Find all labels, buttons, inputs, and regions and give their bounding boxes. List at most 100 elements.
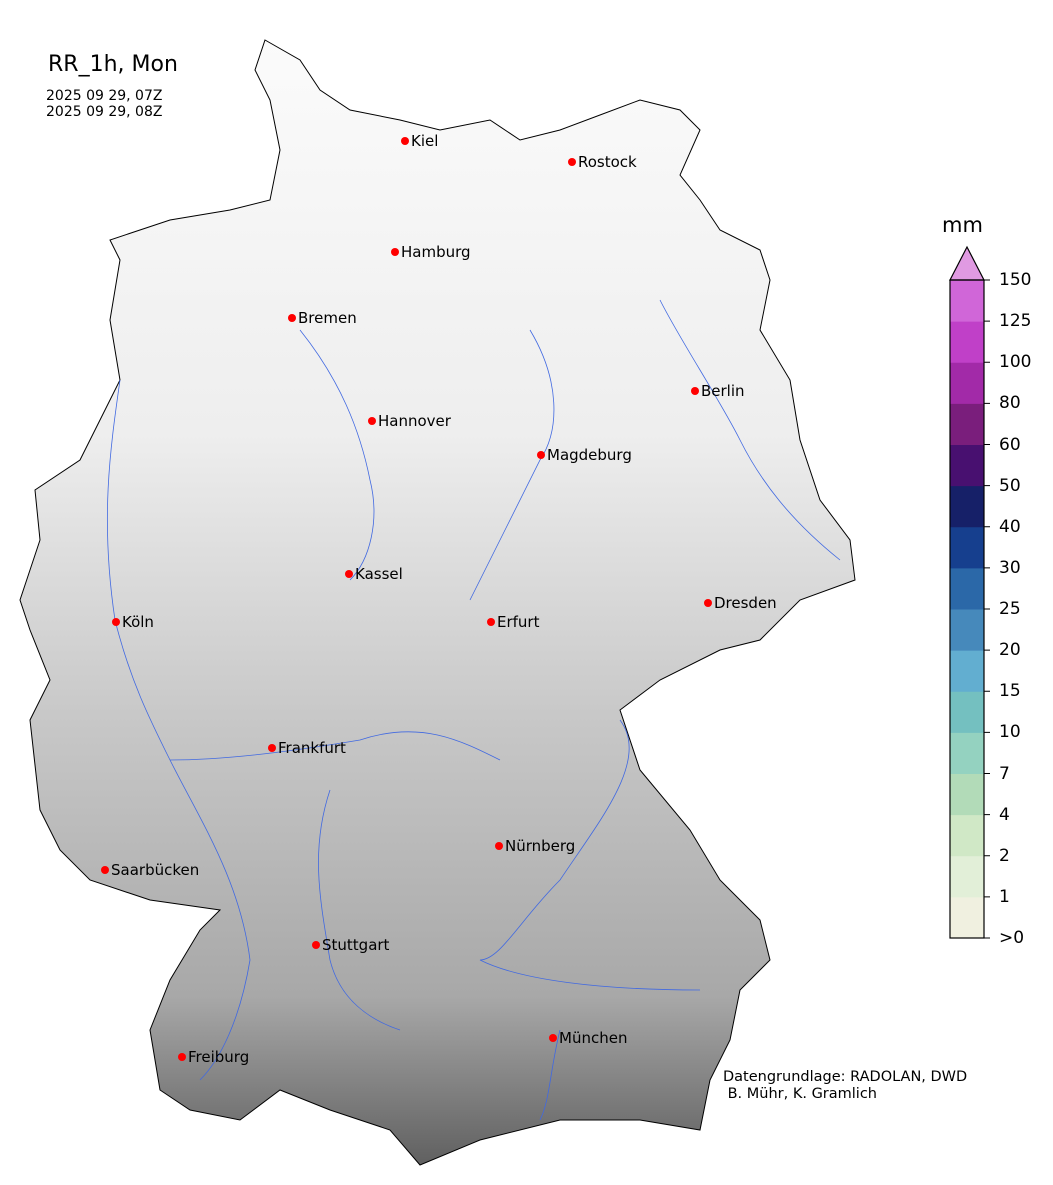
city-marker <box>312 941 320 949</box>
colorbar-tick-label: 4 <box>999 804 1010 825</box>
city-dresden: Dresden <box>704 594 777 612</box>
city-bremen: Bremen <box>288 309 357 327</box>
city-nürnberg: Nürnberg <box>495 837 575 855</box>
colorbar-tick-label: 100 <box>999 352 1032 373</box>
city-köln: Köln <box>112 613 154 631</box>
city-berlin: Berlin <box>691 382 745 400</box>
colorbar-segment <box>950 321 984 363</box>
city-marker <box>495 842 503 850</box>
river <box>479 719 701 991</box>
city-label: Nürnberg <box>505 837 575 855</box>
colorbar-tick-label: 1 <box>999 886 1010 907</box>
colorbar-tick-label: 2 <box>999 845 1010 866</box>
colorbar-segment <box>950 485 984 528</box>
city-marker <box>704 599 712 607</box>
city-freiburg: Freiburg <box>178 1048 249 1066</box>
city-marker <box>537 451 545 459</box>
city-kiel: Kiel <box>401 132 438 150</box>
city-rostock: Rostock <box>568 153 637 171</box>
colorbar-segment <box>950 280 984 322</box>
colorbar-segment <box>950 444 984 487</box>
colorbar-segment <box>950 567 984 610</box>
city-label: Frankfurt <box>278 739 346 757</box>
colorbar-segment <box>950 650 984 692</box>
colorbar-unit: mm <box>942 213 983 237</box>
city-münchen: München <box>549 1029 627 1047</box>
germany-outline <box>19 39 856 1166</box>
city-label: München <box>559 1029 627 1047</box>
city-marker <box>401 137 409 145</box>
colorbar-tick-label: 20 <box>999 640 1021 661</box>
colorbar-segment <box>950 403 984 445</box>
city-saarbücken: Saarbücken <box>101 861 199 879</box>
city-kassel: Kassel <box>345 565 403 583</box>
city-label: Freiburg <box>188 1048 249 1066</box>
city-label: Stuttgart <box>322 936 390 954</box>
city-hannover: Hannover <box>368 412 452 430</box>
colorbar-segment <box>950 691 984 733</box>
city-label: Saarbücken <box>111 861 199 879</box>
colorbar-segment <box>950 814 984 857</box>
colorbar-tick-label: >0 <box>999 928 1025 948</box>
city-marker <box>391 248 399 256</box>
river <box>539 1029 561 1121</box>
city-marker <box>368 417 376 425</box>
city-label: Kiel <box>411 132 438 150</box>
river <box>318 789 401 1031</box>
river <box>299 329 375 581</box>
time-end: 2025 09 29, 08Z <box>46 104 163 120</box>
city-frankfurt: Frankfurt <box>268 739 346 757</box>
credit-authors: B. Mühr, K. Gramlich <box>723 1086 877 1102</box>
city-marker <box>178 1053 186 1061</box>
city-marker <box>288 314 296 322</box>
city-label: Berlin <box>701 382 745 400</box>
river <box>469 329 555 601</box>
colorbar-tick-label: 150 <box>999 270 1032 290</box>
colorbar-extend-arrow <box>949 245 985 281</box>
colorbar-tick-label: 30 <box>999 557 1021 578</box>
colorbar-tick-label: 60 <box>999 434 1021 455</box>
river <box>106 379 251 1081</box>
city-marker <box>549 1034 557 1042</box>
city-hamburg: Hamburg <box>391 243 471 261</box>
map-title: RR_1h, Mon <box>48 52 178 77</box>
colorbar-tick-label: 25 <box>999 599 1021 619</box>
credit-source: Datengrundlage: RADOLAN, DWD <box>723 1069 968 1085</box>
colorbar-segment <box>950 732 984 774</box>
river <box>659 299 841 561</box>
city-label: Magdeburg <box>547 446 632 464</box>
colorbar-segment <box>950 896 984 939</box>
colorbar-tick-label: 15 <box>999 681 1021 702</box>
time-start: 2025 09 29, 07Z <box>46 88 163 104</box>
river <box>169 731 501 761</box>
colorbar-segment <box>950 773 984 816</box>
colorbar-tick-label: 10 <box>999 722 1021 743</box>
city-marker <box>268 744 276 752</box>
city-label: Erfurt <box>497 613 540 631</box>
city-marker <box>487 618 495 626</box>
city-label: Hamburg <box>401 243 471 261</box>
colorbar-tick-label: 40 <box>999 516 1021 537</box>
colorbar-segment <box>950 362 984 404</box>
city-marker <box>112 618 120 626</box>
city-marker <box>345 570 353 578</box>
city-label: Rostock <box>578 153 637 171</box>
colorbar-segment <box>950 526 984 569</box>
city-label: Dresden <box>714 594 777 612</box>
city-label: Köln <box>122 613 154 631</box>
city-label: Bremen <box>298 309 357 327</box>
city-magdeburg: Magdeburg <box>537 446 632 464</box>
colorbar-tick-label: 50 <box>999 475 1021 496</box>
city-label: Kassel <box>355 565 403 583</box>
city-marker <box>691 387 699 395</box>
city-label: Hannover <box>378 412 452 430</box>
city-erfurt: Erfurt <box>487 613 540 631</box>
colorbar-tick-label: 80 <box>999 393 1021 414</box>
colorbar-tick-label: 7 <box>999 763 1010 784</box>
colorbar-tick-label: 125 <box>999 311 1032 332</box>
colorbar-segment <box>950 609 984 651</box>
colorbar-segment <box>950 855 984 898</box>
city-marker <box>568 158 576 166</box>
